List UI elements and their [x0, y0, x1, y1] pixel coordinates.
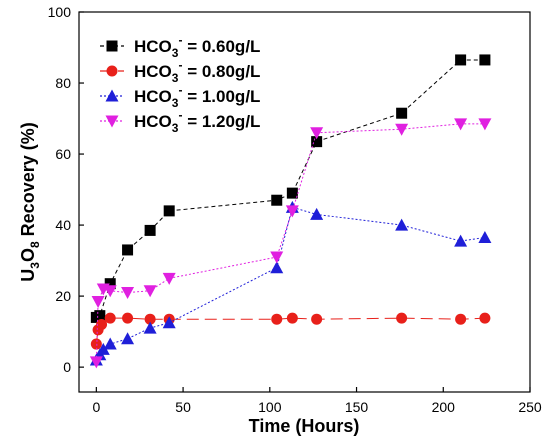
y-axis-title: U3O8 Recovery (%): [18, 122, 42, 281]
data-point: [478, 231, 492, 244]
data-point: [455, 54, 467, 66]
data-point: [162, 272, 176, 285]
x-tick-label: 250: [518, 399, 542, 415]
legend-marker: [106, 65, 118, 77]
x-tick-label: 50: [175, 399, 191, 415]
data-point: [143, 285, 157, 298]
data-point: [144, 313, 156, 325]
data-point: [122, 312, 134, 324]
data-point: [454, 234, 468, 247]
legend-item-4: HCO3- = 1.20g/L: [100, 108, 260, 135]
x-tick-label: 200: [432, 399, 456, 415]
data-point: [270, 251, 284, 264]
data-point: [270, 261, 284, 274]
y-tick-label: 100: [48, 4, 72, 20]
data-point: [121, 287, 135, 300]
data-point: [396, 107, 408, 119]
y-tick-label: 80: [55, 75, 71, 91]
data-point: [144, 224, 156, 236]
data-point: [395, 123, 409, 136]
legend-label: HCO3- = 1.00g/L: [134, 83, 260, 110]
data-point: [311, 313, 323, 325]
data-point: [310, 207, 324, 220]
data-point: [285, 205, 299, 218]
legend-label: HCO3- = 0.80g/L: [134, 58, 260, 85]
data-point: [286, 312, 298, 324]
data-point: [121, 332, 135, 345]
data-point: [454, 118, 468, 131]
data-point: [96, 342, 110, 355]
data-point: [310, 127, 324, 140]
data-point: [311, 136, 323, 148]
data-point: [89, 356, 103, 369]
y-tick-label: 60: [55, 146, 71, 162]
y-tick-label: 0: [63, 359, 71, 375]
data-point: [96, 319, 108, 331]
x-tick-label: 100: [258, 399, 282, 415]
series-layer: [89, 54, 492, 369]
legend-label: HCO3- = 1.20g/L: [134, 108, 260, 135]
data-point: [395, 218, 409, 231]
data-point: [396, 312, 408, 324]
legend-marker: [106, 40, 118, 52]
y-axis-ticks: 0 20 40 60 80 100: [48, 4, 84, 375]
series-4: [89, 118, 492, 369]
data-point: [91, 295, 105, 308]
plot-frame: [78, 11, 531, 393]
data-point: [90, 338, 102, 350]
data-point: [286, 187, 298, 199]
data-point: [103, 285, 117, 298]
data-point: [122, 244, 134, 256]
data-point: [479, 312, 491, 324]
x-tick-label: 0: [92, 399, 100, 415]
data-point: [103, 337, 117, 350]
data-point: [143, 321, 157, 334]
data-point: [163, 205, 175, 217]
y-tick-label: 40: [55, 217, 71, 233]
legend-marker: [105, 89, 119, 102]
data-point: [162, 316, 176, 329]
legend-label: HCO3- = 0.60g/L: [134, 33, 260, 60]
legend-item-3: HCO3- = 1.00g/L: [100, 83, 260, 110]
data-point: [104, 312, 116, 324]
data-point: [94, 310, 106, 322]
x-tick-label: 150: [345, 399, 369, 415]
data-point: [455, 313, 467, 325]
legend-item-1: HCO3- = 0.60g/L: [100, 33, 260, 60]
data-point: [271, 194, 283, 206]
data-point: [479, 54, 491, 66]
data-point: [104, 278, 116, 290]
x-axis-title: Time (Hours): [249, 416, 360, 436]
x-axis-ticks: 0 50 100 150 200 250: [92, 387, 542, 415]
data-point: [478, 118, 492, 131]
legend-marker: [105, 115, 119, 128]
data-point: [271, 313, 283, 325]
legend-item-2: HCO3- = 0.80g/L: [100, 58, 260, 85]
series-line: [95, 123, 485, 362]
y-tick-label: 20: [55, 288, 71, 304]
